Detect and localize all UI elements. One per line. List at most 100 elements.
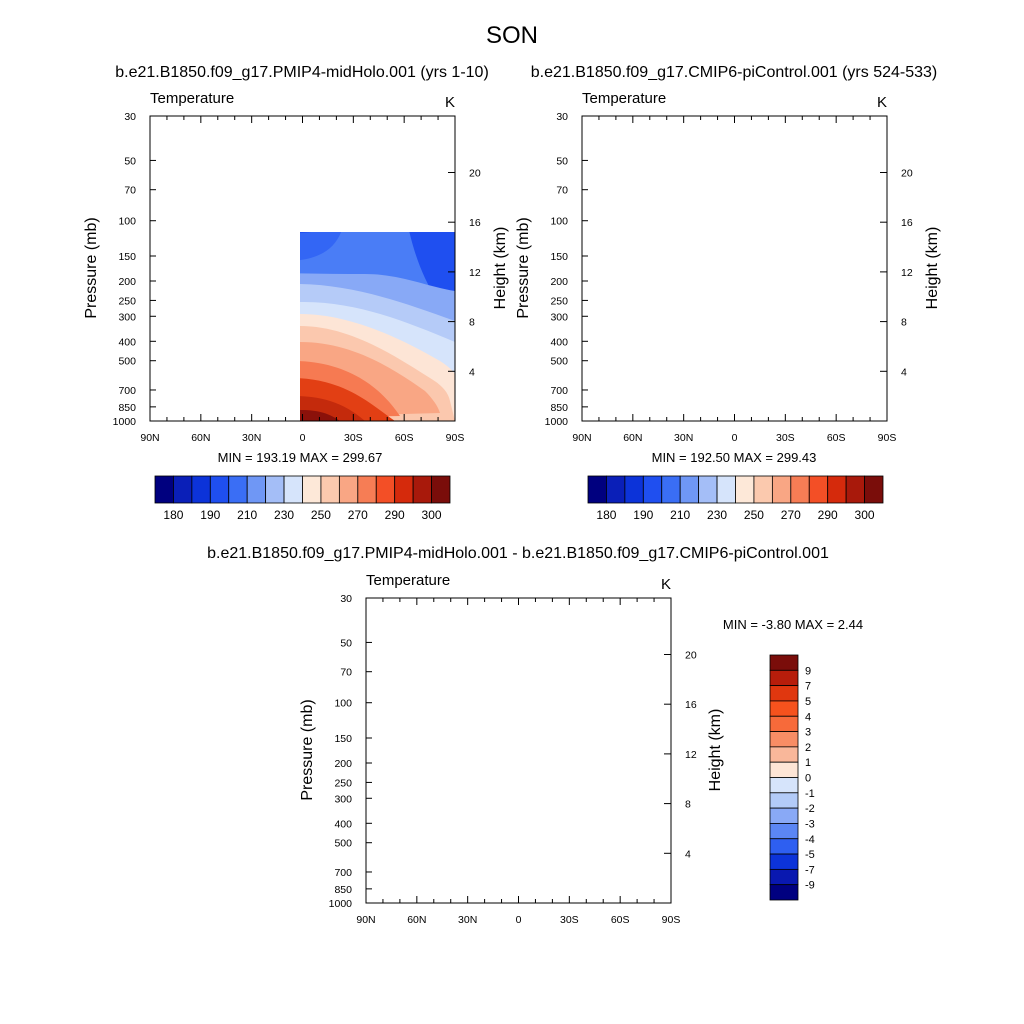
colorbar-label: 4 — [805, 711, 811, 723]
colorbar-box — [769, 853, 799, 870]
panel-title: b.e21.B1850.f09_g17.PMIP4-midHolo.001 (y… — [115, 64, 489, 81]
height-tick-label: 16 — [901, 217, 913, 229]
x-tick-label: 30N — [242, 432, 261, 444]
x-tick-label: 90N — [572, 432, 591, 444]
colorbar-box — [679, 475, 700, 504]
y-tick-label: 250 — [334, 777, 352, 789]
colorbar-label: 290 — [818, 508, 838, 522]
y-tick-label: 1000 — [545, 416, 569, 428]
colorbar-box — [228, 475, 248, 504]
min-max-label: MIN = 192.50 MAX = 299.43 — [652, 450, 817, 465]
y-tick-label: 200 — [550, 276, 568, 288]
colorbar-box — [716, 475, 736, 504]
contour-field — [366, 598, 671, 903]
panel-title: b.e21.B1850.f09_g17.CMIP6-piControl.001 … — [531, 64, 937, 81]
x-tick-label: 30S — [560, 914, 579, 926]
plot-frame — [365, 597, 672, 904]
colorbar-label: 190 — [200, 508, 220, 522]
y-tick-label: 30 — [124, 111, 136, 123]
x-tick-label: 60N — [191, 432, 210, 444]
y-tick-label: 200 — [334, 758, 352, 770]
colorbar-box — [864, 475, 884, 504]
colorbar-box — [412, 475, 432, 504]
field-label: Temperature — [582, 90, 666, 107]
x-tick-label: 60N — [623, 432, 642, 444]
colorbar-label: 190 — [633, 508, 653, 522]
colorbar-label: 3 — [805, 727, 811, 739]
y-tick-label: 70 — [340, 667, 352, 679]
panel-midholo: b.e21.B1850.f09_g17.PMIP4-midHolo.001 (y… — [83, 64, 509, 522]
colorbar-box — [769, 669, 799, 687]
colorbar-label: -5 — [805, 849, 815, 861]
colorbar-box — [827, 475, 847, 504]
colorbar-label: 270 — [781, 508, 801, 522]
colorbar-box — [769, 792, 799, 809]
colorbar-box — [769, 731, 799, 748]
x-tick-label: 30N — [458, 914, 477, 926]
y-tick-label: 30 — [556, 111, 568, 123]
plot-frame — [581, 115, 888, 422]
x-tick-label: 0 — [300, 432, 306, 444]
colorbar-box — [191, 475, 211, 504]
y-tick-label: 50 — [124, 155, 136, 167]
y-tick-label: 400 — [550, 336, 568, 348]
colorbar: 180 190 210 230 250 270 290 300 — [587, 475, 884, 522]
colorbar-box — [769, 807, 799, 824]
height-tick-label: 4 — [685, 848, 691, 860]
height-tick-label: 12 — [901, 267, 913, 279]
colorbar-label: -2 — [805, 803, 815, 815]
colorbar-box — [769, 761, 799, 778]
height-tick-label: 20 — [469, 167, 481, 179]
y-tick-label: 200 — [118, 276, 136, 288]
field-label: Temperature — [150, 90, 234, 107]
height-tick-label: 12 — [685, 749, 697, 761]
x-tick-label: 0 — [732, 432, 738, 444]
y-tick-label: 500 — [118, 356, 136, 368]
y-tick-label: 50 — [556, 155, 568, 167]
colorbar-box — [320, 475, 340, 504]
panel-picontrol: b.e21.B1850.f09_g17.CMIP6-piControl.001 … — [515, 64, 941, 522]
colorbar-box — [624, 475, 644, 504]
colorbar: 180 190 210 230 250 270 290 300 — [154, 475, 451, 522]
colorbar-label: 7 — [805, 681, 811, 693]
contour-field — [582, 116, 887, 421]
colorbar-box — [606, 475, 626, 504]
colorbar-box — [661, 475, 681, 504]
x-tick-label: 30S — [776, 432, 795, 444]
y-tick-label: 150 — [550, 251, 568, 263]
height-axis-label: Height (km) — [492, 227, 509, 310]
colorbar: 9 7 5 4 3 2 1 0 -1 -2 -3 -4 -5 -7 -9 — [769, 654, 815, 901]
height-tick-label: 8 — [901, 317, 907, 329]
x-tick-label: 30N — [674, 432, 693, 444]
colorbar-label: 2 — [805, 742, 811, 754]
colorbar-box — [753, 475, 773, 504]
height-tick-label: 8 — [685, 799, 691, 811]
colorbar-label: 300 — [422, 508, 442, 522]
x-tick-label: 90S — [878, 432, 897, 444]
x-tick-label: 60N — [407, 914, 426, 926]
colorbar-label: 210 — [237, 508, 257, 522]
y-tick-label: 70 — [556, 185, 568, 197]
height-axis-label: Height (km) — [924, 227, 941, 310]
y-axis-label: Pressure (mb) — [515, 217, 532, 318]
x-tick-label: 0 — [516, 914, 522, 926]
colorbar-label: -7 — [805, 864, 815, 876]
y-tick-label: 700 — [334, 867, 352, 879]
y-tick-label: 150 — [334, 733, 352, 745]
colorbar-label: 290 — [385, 508, 405, 522]
x-tick-label: 60S — [395, 432, 414, 444]
colorbar-box — [357, 475, 377, 504]
colorbar-box — [769, 777, 799, 794]
colorbar-label: 5 — [805, 696, 811, 708]
colorbar-box — [845, 475, 865, 504]
height-tick-label: 16 — [685, 699, 697, 711]
colorbar-label: -4 — [805, 834, 815, 846]
units-label: K — [445, 94, 455, 111]
y-tick-label: 50 — [340, 637, 352, 649]
figure-title: SON — [486, 22, 538, 49]
colorbar-box — [338, 475, 359, 504]
y-tick-label: 100 — [550, 216, 568, 228]
colorbar-box — [209, 475, 230, 504]
colorbar-label: 230 — [707, 508, 727, 522]
y-tick-label: 250 — [118, 295, 136, 307]
